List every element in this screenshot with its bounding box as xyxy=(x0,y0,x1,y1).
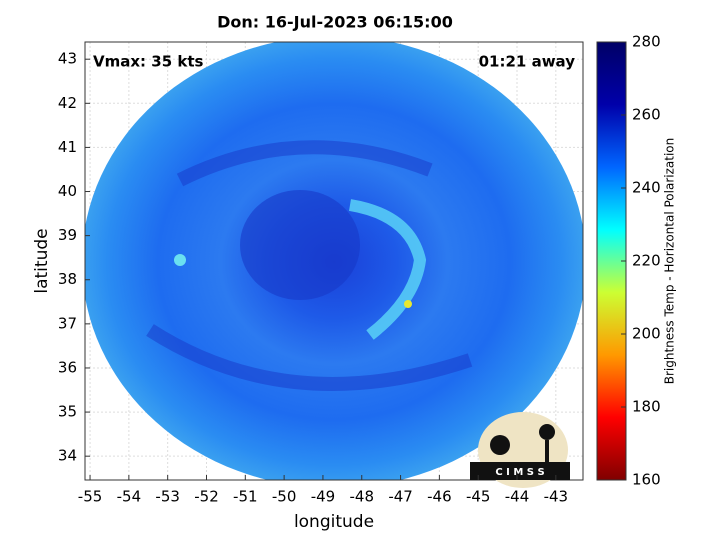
colorbar-tick-label: 260 xyxy=(632,106,661,124)
x-tick-label: -52 xyxy=(194,488,219,506)
y-tick-label: 37 xyxy=(58,314,77,332)
x-tick-label: -50 xyxy=(272,488,297,506)
y-tick-label: 42 xyxy=(58,94,77,112)
x-tick-label: -48 xyxy=(350,488,375,506)
x-tick-label: -47 xyxy=(388,488,413,506)
colorbar-tick-label: 200 xyxy=(632,325,661,343)
y-tick-label: 43 xyxy=(58,50,77,68)
colorbar-label: Brightness Temp - Horizontal Polarizatio… xyxy=(663,138,677,385)
x-axis-label: longitude xyxy=(294,512,374,532)
logo-text: C I M S S xyxy=(495,467,544,478)
y-tick-label: 40 xyxy=(58,182,77,200)
y-tick-label: 35 xyxy=(58,403,77,421)
y-tick-label: 39 xyxy=(58,226,77,244)
y-tick-label: 34 xyxy=(58,447,77,465)
y-tick-label: 38 xyxy=(58,270,77,288)
x-tick-label: -46 xyxy=(427,488,452,506)
colorbar-tick-label: 280 xyxy=(632,33,661,51)
chart-title: Don: 16-Jul-2023 06:15:00 xyxy=(217,13,453,32)
colorbar-tick-label: 240 xyxy=(632,179,661,197)
annotation: Vmax: 35 kts xyxy=(93,53,203,71)
plot-frame xyxy=(84,41,584,481)
colorbar-tick-label: 160 xyxy=(632,471,661,489)
satellite-image xyxy=(85,42,583,480)
logo: C I M S S xyxy=(470,412,570,488)
x-tick-label: -55 xyxy=(78,488,103,506)
x-tick-label: -54 xyxy=(117,488,142,506)
annotation: 01:21 away xyxy=(479,53,576,71)
colorbar-tick-label: 220 xyxy=(632,252,661,270)
x-tick-label: -45 xyxy=(466,488,491,506)
y-tick-label: 41 xyxy=(58,138,77,156)
x-tick-label: -43 xyxy=(544,488,569,506)
x-tick-label: -49 xyxy=(311,488,336,506)
y-tick-label: 36 xyxy=(58,358,77,376)
x-tick-label: -51 xyxy=(233,488,258,506)
x-tick-label: -53 xyxy=(155,488,180,506)
x-tick-label: -44 xyxy=(505,488,530,506)
y-axis-label: latitude xyxy=(32,228,52,293)
colorbar-tick-label: 180 xyxy=(632,398,661,416)
